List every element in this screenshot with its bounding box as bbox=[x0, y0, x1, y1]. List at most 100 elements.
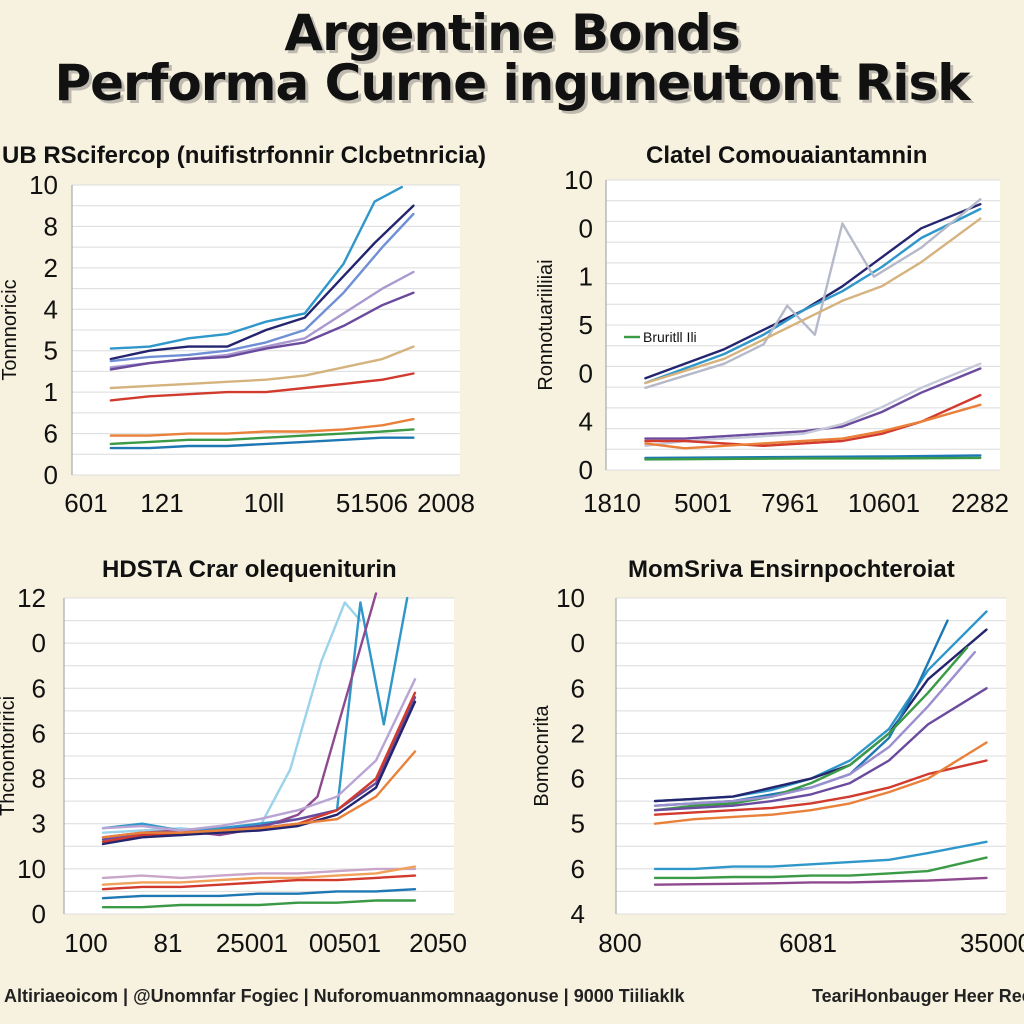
series-line-s10 bbox=[101, 865, 417, 886]
y-tick-label: 10 bbox=[556, 583, 585, 613]
y-tick-label: 6 bbox=[571, 673, 585, 703]
series-line-s6 bbox=[653, 687, 988, 812]
y-tick-label: 5 bbox=[44, 336, 58, 366]
y-tick-label: 8 bbox=[44, 211, 58, 241]
series-line-s5 bbox=[109, 291, 415, 371]
series-line-s4 bbox=[653, 646, 969, 812]
y-tick-label: 10 bbox=[564, 165, 593, 195]
series-line-s9 bbox=[101, 867, 417, 880]
series-line-s11 bbox=[653, 876, 988, 886]
y-tick-label: 4 bbox=[579, 407, 593, 437]
main-title-line-1: Argentine Bonds bbox=[284, 4, 740, 62]
legend-label: Bruritll Ili bbox=[643, 329, 697, 345]
series-line-s4 bbox=[101, 678, 417, 832]
x-tick-label: 10601 bbox=[848, 488, 920, 518]
chart-1: 0 6 1 5 4 2 8 10 601 121 10ll 51506 2008 Tonnnoricic bbox=[0, 170, 475, 518]
y-tick-label: 4 bbox=[44, 294, 58, 324]
x-tick-label: 10ll bbox=[244, 488, 284, 518]
y-tick-label: 2 bbox=[571, 718, 585, 748]
series-line-s3 bbox=[644, 198, 982, 389]
y-tick-label: 5 bbox=[571, 809, 585, 839]
y-tick-label: 0 bbox=[44, 460, 58, 490]
series-line-s13 bbox=[101, 899, 417, 909]
series-line-s2 bbox=[109, 204, 415, 361]
y-tick-label: 1 bbox=[579, 262, 593, 292]
series-line-s9 bbox=[644, 454, 982, 460]
y-tick-label: 0 bbox=[571, 628, 585, 658]
footer-right-text: TeariHonbauger Heer Reer bbox=[812, 986, 1024, 1006]
series-line-s10 bbox=[653, 856, 988, 880]
series-line-s4 bbox=[644, 217, 982, 385]
footer-left-text: Altiriaeoicom | @Unomnfar Fogiec | Nufor… bbox=[4, 986, 685, 1006]
main-title-line-2: Performa Curne inguneutont Risk bbox=[54, 54, 970, 112]
y-tick-label: 0 bbox=[579, 455, 593, 485]
y-tick-label: 1 bbox=[44, 377, 58, 407]
chart-4-title: MomSriva Ensirnpochteroiat bbox=[628, 556, 955, 583]
x-tick-label: 81 bbox=[154, 928, 183, 958]
y-axis-label: Ronnotuariiliiai bbox=[535, 259, 557, 390]
y-tick-label: 10 bbox=[17, 854, 46, 884]
y-tick-label: 12 bbox=[17, 583, 46, 613]
y-tick-label: 6 bbox=[32, 673, 46, 703]
series-line-s8 bbox=[644, 403, 982, 450]
series-line-s8 bbox=[101, 750, 417, 839]
y-tick-label: 5 bbox=[579, 310, 593, 340]
series-line-s9 bbox=[653, 840, 988, 871]
y-tick-label: 10 bbox=[29, 170, 58, 200]
x-tick-label: 1810 bbox=[583, 488, 641, 518]
series-line-s5 bbox=[653, 651, 976, 807]
x-tick-label: 2050 bbox=[409, 928, 467, 958]
x-tick-label: 51506 bbox=[336, 488, 408, 518]
x-tick-label: 2282 bbox=[951, 488, 1009, 518]
series-line-s7 bbox=[109, 372, 415, 402]
series-line-s1 bbox=[109, 185, 403, 350]
series-line-s7 bbox=[653, 759, 988, 816]
y-tick-label: 3 bbox=[32, 809, 46, 839]
chart-4: 4 6 5 6 2 6 0 10 800 6081 35000 Bomocnrita bbox=[531, 583, 1024, 958]
series-line-s6 bbox=[644, 362, 982, 447]
series-line-s8 bbox=[109, 417, 415, 437]
y-tick-label: 0 bbox=[32, 899, 46, 929]
series-line-s10 bbox=[644, 456, 982, 461]
y-tick-label: 2 bbox=[44, 253, 58, 283]
x-tick-label: 121 bbox=[140, 488, 183, 518]
series-line-s6 bbox=[109, 345, 415, 390]
series-line-s10 bbox=[109, 436, 415, 450]
y-tick-label: 0 bbox=[32, 628, 46, 658]
x-tick-label: 100 bbox=[64, 928, 107, 958]
series-line-s8 bbox=[653, 741, 988, 825]
chart-2-title: Clatel Comouaiantamnin bbox=[646, 142, 928, 169]
y-tick-label: 6 bbox=[32, 718, 46, 748]
x-tick-label: 6081 bbox=[779, 928, 837, 958]
x-tick-label: 25001 bbox=[216, 928, 288, 958]
y-tick-label: 4 bbox=[571, 899, 585, 929]
series-line-s5 bbox=[644, 367, 982, 440]
series-line-s9 bbox=[109, 428, 415, 446]
y-tick-label: 6 bbox=[571, 854, 585, 884]
series-line-s11 bbox=[101, 874, 417, 891]
x-tick-label: 2008 bbox=[417, 488, 475, 518]
y-tick-label: 6 bbox=[571, 764, 585, 794]
y-axis-label: Bomocnrita bbox=[531, 705, 553, 807]
x-tick-label: 00501 bbox=[309, 928, 381, 958]
y-tick-label: 6 bbox=[44, 419, 58, 449]
chart-3: 0 10 3 8 6 6 0 12 100 81 25001 00501 2050 Thcnontorir… bbox=[0, 583, 467, 958]
series-line-s2 bbox=[653, 628, 988, 803]
y-tick-label: 0 bbox=[579, 213, 593, 243]
x-tick-label: 35000 bbox=[960, 928, 1024, 958]
series-line-s7 bbox=[101, 700, 417, 846]
y-tick-label: 8 bbox=[32, 764, 46, 794]
series-line-s3 bbox=[109, 212, 415, 363]
series-line-s2 bbox=[644, 207, 982, 385]
x-tick-label: 5001 bbox=[674, 488, 732, 518]
x-tick-label: 800 bbox=[598, 928, 641, 958]
y-axis-label: Thcnontoririci bbox=[0, 696, 19, 816]
y-tick-label: 0 bbox=[579, 358, 593, 388]
series-line-s12 bbox=[101, 888, 417, 900]
chart-1-title: UB RScifercop (nuifistrfonnir Clcbetnric… bbox=[2, 142, 487, 169]
x-tick-label: 7961 bbox=[761, 488, 819, 518]
x-tick-label: 601 bbox=[64, 488, 107, 518]
chart-3-title: HDSTA Crar olequeniturin bbox=[102, 556, 397, 583]
